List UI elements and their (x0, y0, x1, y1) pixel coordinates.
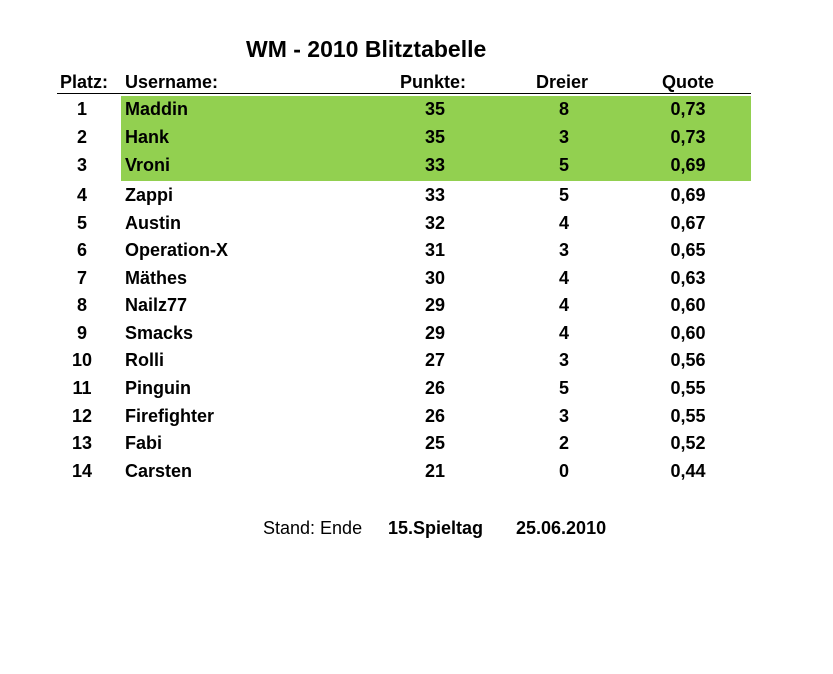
cell-username: Mäthes (125, 268, 188, 288)
cell-punkte: 29 (424, 323, 446, 343)
cell-dreier: 5 (558, 185, 569, 205)
cell-dreier: 4 (558, 323, 569, 343)
footer-date: 25.06.2010 (516, 518, 607, 538)
table-row: 4 Zappi 33 5 0,69 (0, 182, 833, 208)
table-row: 1 Maddin 35 8 0,73 (0, 96, 833, 122)
cell-username: Operation-X (125, 240, 229, 260)
table-row: 5 Austin 32 4 0,67 (0, 210, 833, 236)
cell-platz: 7 (76, 268, 87, 288)
cell-dreier: 3 (558, 406, 569, 426)
cell-platz: 13 (71, 433, 93, 453)
cell-platz: 1 (76, 99, 87, 119)
table-row: 14 Carsten 21 0 0,44 (0, 458, 833, 484)
cell-punkte: 26 (424, 378, 446, 398)
cell-username: Fabi (125, 433, 163, 453)
cell-quote: 0,73 (670, 127, 706, 147)
cell-username: Smacks (125, 323, 194, 343)
table-row: 13 Fabi 25 2 0,52 (0, 430, 833, 456)
cell-platz: 6 (76, 240, 87, 260)
cell-dreier: 3 (558, 127, 569, 147)
cell-quote: 0,69 (670, 185, 706, 205)
cell-dreier: 4 (558, 268, 569, 288)
table-row: 10 Rolli 27 3 0,56 (0, 347, 833, 373)
cell-dreier: 2 (558, 433, 569, 453)
cell-punkte: 33 (424, 185, 446, 205)
cell-platz: 12 (71, 406, 93, 426)
cell-platz: 14 (71, 461, 93, 481)
cell-username: Vroni (125, 155, 171, 175)
cell-dreier: 3 (558, 350, 569, 370)
cell-dreier: 0 (558, 461, 569, 481)
cell-quote: 0,65 (670, 240, 706, 260)
cell-platz: 10 (71, 350, 93, 370)
cell-username: Zappi (125, 185, 173, 205)
table-row: 9 Smacks 29 4 0,60 (0, 320, 833, 346)
cell-platz: 5 (76, 213, 87, 233)
cell-quote: 0,63 (670, 268, 706, 288)
cell-platz: 9 (76, 323, 87, 343)
cell-dreier: 4 (558, 295, 569, 315)
cell-punkte: 27 (424, 350, 446, 370)
cell-punkte: 25 (424, 433, 446, 453)
cell-quote: 0,55 (670, 406, 706, 426)
table-row: 3 Vroni 33 5 0,69 (0, 152, 833, 178)
cell-platz: 3 (76, 155, 87, 175)
cell-dreier: 8 (558, 99, 569, 119)
cell-dreier: 3 (558, 240, 569, 260)
top-three-highlight (121, 96, 751, 181)
cell-quote: 0,52 (670, 433, 706, 453)
cell-username: Nailz77 (125, 295, 188, 315)
cell-dreier: 4 (558, 213, 569, 233)
table-row: 6 Operation-X 31 3 0,65 (0, 237, 833, 263)
cell-platz: 8 (76, 295, 87, 315)
cell-punkte: 35 (424, 127, 446, 147)
header-divider (57, 93, 751, 94)
cell-punkte: 35 (424, 99, 446, 119)
cell-punkte: 26 (424, 406, 446, 426)
footer-spieltag: 15.Spieltag (388, 518, 484, 538)
cell-punkte: 31 (424, 240, 446, 260)
column-header-quote: Quote (662, 72, 714, 92)
cell-username: Hank (125, 127, 170, 147)
cell-punkte: 29 (424, 295, 446, 315)
table-row: 2 Hank 35 3 0,73 (0, 124, 833, 150)
cell-dreier: 5 (558, 155, 569, 175)
footer-stand-label: Stand: Ende (263, 518, 363, 538)
cell-username: Austin (125, 213, 181, 233)
table-row: 8 Nailz77 29 4 0,60 (0, 292, 833, 318)
cell-punkte: 33 (424, 155, 446, 175)
column-header-punkte: Punkte: (400, 72, 467, 92)
cell-punkte: 21 (424, 461, 446, 481)
cell-quote: 0,44 (670, 461, 706, 481)
column-header-dreier: Dreier (536, 72, 589, 92)
column-header-username: Username: (125, 72, 219, 92)
table-row: 12 Firefighter 26 3 0,55 (0, 403, 833, 429)
cell-platz: 11 (72, 378, 92, 398)
table-row: 7 Mäthes 30 4 0,63 (0, 265, 833, 291)
cell-username: Firefighter (125, 406, 215, 426)
cell-quote: 0,56 (670, 350, 706, 370)
cell-quote: 0,55 (670, 378, 706, 398)
cell-username: Rolli (125, 350, 164, 370)
cell-quote: 0,67 (670, 213, 706, 233)
cell-quote: 0,69 (670, 155, 706, 175)
table-row: 11 Pinguin 26 5 0,55 (0, 375, 833, 401)
cell-username: Carsten (125, 461, 193, 481)
cell-quote: 0,73 (670, 99, 706, 119)
cell-platz: 2 (76, 127, 87, 147)
cell-username: Maddin (125, 99, 188, 119)
page-title: WM - 2010 Blitztabelle (246, 36, 487, 62)
cell-quote: 0,60 (670, 295, 706, 315)
cell-quote: 0,60 (670, 323, 706, 343)
cell-punkte: 30 (424, 268, 446, 288)
column-header-platz: Platz: (60, 72, 109, 92)
cell-dreier: 5 (558, 378, 569, 398)
cell-punkte: 32 (424, 213, 446, 233)
cell-platz: 4 (76, 185, 87, 205)
cell-username: Pinguin (125, 378, 191, 398)
